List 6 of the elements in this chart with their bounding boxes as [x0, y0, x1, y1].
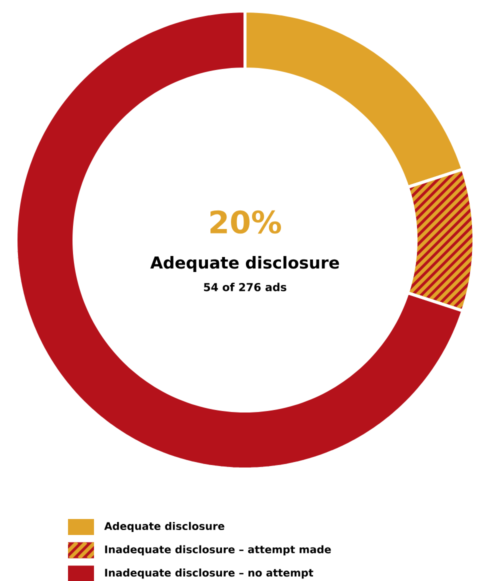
text: 54 of 276 ads: [204, 282, 286, 292]
text: Adequate disclosure: [150, 256, 339, 272]
legend-label: Adequate disclosure: [104, 522, 224, 532]
legend-label: Inadequate disclosure – attempt made: [105, 545, 331, 556]
legend-label: Inadequate disclosure – no attempt: [105, 568, 314, 579]
text: 20%: [210, 210, 281, 234]
